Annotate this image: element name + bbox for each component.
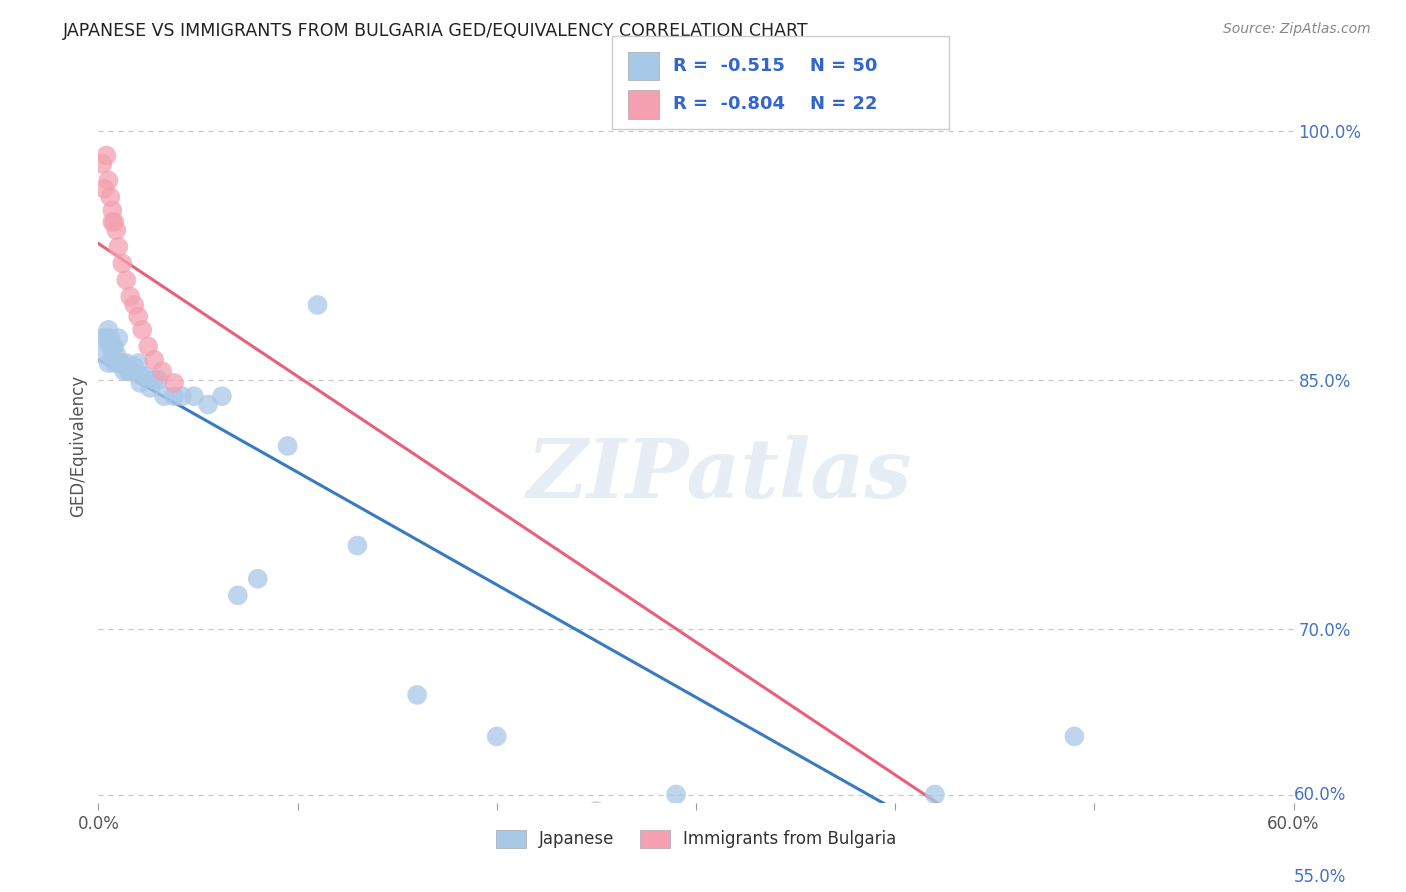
Point <box>97 173 120 187</box>
Point <box>97 323 120 337</box>
Point <box>105 348 128 362</box>
Point <box>120 364 142 378</box>
Point <box>1053 824 1076 838</box>
Point <box>131 323 153 337</box>
Text: ZIPatlas: ZIPatlas <box>527 434 912 515</box>
Point <box>485 730 508 744</box>
Point <box>943 846 966 860</box>
Point <box>115 356 138 370</box>
Point <box>246 572 269 586</box>
Point <box>98 331 122 345</box>
Point <box>785 821 807 835</box>
Point <box>129 376 152 390</box>
Point <box>153 389 176 403</box>
Point <box>110 356 132 370</box>
Point <box>93 348 115 362</box>
Text: 60.0%: 60.0% <box>1294 786 1346 804</box>
Point <box>585 804 607 818</box>
Point <box>307 298 329 312</box>
Point <box>124 298 146 312</box>
Point <box>127 356 149 370</box>
Point <box>131 369 153 384</box>
Point <box>120 364 142 378</box>
Point <box>143 352 166 367</box>
Point <box>139 381 162 395</box>
Point <box>346 539 368 553</box>
Point <box>103 339 125 353</box>
Point <box>121 364 143 378</box>
Legend: Japanese, Immigrants from Bulgaria: Japanese, Immigrants from Bulgaria <box>489 823 903 855</box>
Point <box>105 223 128 237</box>
Point <box>143 373 166 387</box>
Point <box>96 148 118 162</box>
Point <box>107 240 129 254</box>
Point <box>226 588 249 602</box>
Point <box>136 339 159 353</box>
Text: 55.0%: 55.0% <box>1294 869 1346 887</box>
Point <box>101 203 124 218</box>
Point <box>115 273 138 287</box>
Point <box>107 331 129 345</box>
Y-axis label: GED/Equivalency: GED/Equivalency <box>69 375 87 517</box>
Point <box>924 788 946 802</box>
Point <box>163 389 186 403</box>
Point <box>98 190 122 204</box>
Point <box>96 331 118 345</box>
Point <box>101 215 124 229</box>
Point <box>117 364 139 378</box>
Point <box>406 688 429 702</box>
Text: R =  -0.515    N = 50: R = -0.515 N = 50 <box>673 57 877 75</box>
Point <box>98 339 122 353</box>
Point <box>107 356 129 370</box>
Point <box>135 369 157 384</box>
Point <box>148 373 170 387</box>
Text: Source: ZipAtlas.com: Source: ZipAtlas.com <box>1223 22 1371 37</box>
Point <box>277 439 299 453</box>
Point <box>97 356 120 370</box>
Point <box>101 348 124 362</box>
Point <box>111 256 134 270</box>
Point <box>103 215 125 229</box>
Point <box>150 364 173 378</box>
Point <box>103 356 125 370</box>
Point <box>1063 730 1085 744</box>
Point <box>93 182 115 196</box>
Point <box>91 157 114 171</box>
Point <box>91 331 114 345</box>
Point <box>101 339 124 353</box>
Point <box>197 397 219 411</box>
Point <box>120 290 142 304</box>
Point <box>127 310 149 324</box>
Point <box>112 364 135 378</box>
Point <box>665 788 688 802</box>
Point <box>124 359 146 374</box>
Point <box>163 376 186 390</box>
Text: JAPANESE VS IMMIGRANTS FROM BULGARIA GED/EQUIVALENCY CORRELATION CHART: JAPANESE VS IMMIGRANTS FROM BULGARIA GED… <box>63 22 808 40</box>
Point <box>111 356 134 370</box>
Point <box>211 389 233 403</box>
Point <box>183 389 205 403</box>
Point <box>172 389 194 403</box>
Text: R =  -0.804    N = 22: R = -0.804 N = 22 <box>673 95 877 113</box>
